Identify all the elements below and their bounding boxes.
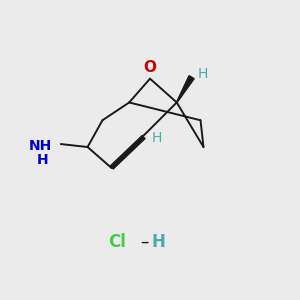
Text: NH: NH [28,139,52,152]
Text: –: – [140,233,148,251]
Text: H: H [198,67,208,81]
Text: H: H [37,152,49,167]
Text: H: H [152,233,166,251]
Text: O: O [143,60,157,75]
Polygon shape [176,76,194,103]
Text: Cl: Cl [108,233,126,251]
Text: H: H [152,131,162,145]
